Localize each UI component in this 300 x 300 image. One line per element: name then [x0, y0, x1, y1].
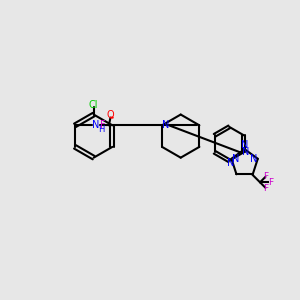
Text: N: N: [250, 154, 258, 164]
Text: N: N: [232, 154, 239, 164]
Text: O: O: [106, 110, 114, 119]
Text: N: N: [227, 158, 234, 168]
Text: F: F: [268, 178, 273, 187]
Text: F: F: [264, 184, 269, 193]
Text: F: F: [264, 172, 269, 181]
Text: Cl: Cl: [89, 100, 98, 110]
Text: N: N: [241, 140, 248, 150]
Text: N: N: [92, 120, 100, 130]
Text: F: F: [100, 120, 105, 130]
Text: N: N: [242, 147, 249, 157]
Text: H: H: [98, 125, 104, 134]
Text: N: N: [162, 120, 169, 130]
